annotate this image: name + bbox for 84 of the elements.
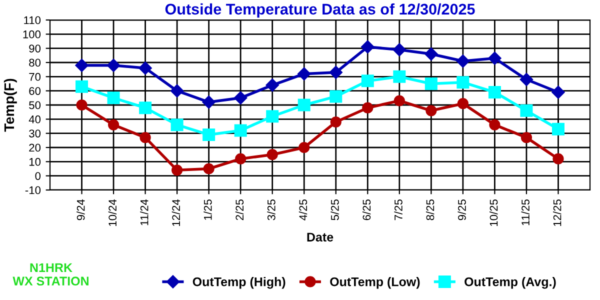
point	[138, 62, 152, 75]
point	[488, 52, 502, 65]
y-tick-label: 30	[29, 130, 41, 138]
point	[76, 99, 88, 111]
legend-label: OutTemp (Avg.)	[464, 277, 556, 289]
point	[456, 76, 470, 89]
y-tick-label: -10	[25, 186, 41, 194]
point	[361, 40, 374, 54]
point	[552, 122, 564, 136]
point	[489, 119, 500, 130]
point	[298, 142, 310, 154]
x-tick-label: 10/25	[490, 199, 498, 226]
point	[108, 119, 120, 130]
y-tick-label: 60	[29, 87, 41, 95]
y-tick-label: 80	[29, 58, 41, 67]
point	[202, 128, 216, 141]
point	[456, 54, 470, 68]
point	[457, 98, 468, 110]
point	[552, 86, 565, 99]
chart-title: Outside Temperature Data as of 12/30/2025	[165, 3, 475, 18]
y-tick-label: 40	[28, 115, 41, 124]
point	[75, 58, 88, 72]
x-tick-label: 9/25	[458, 199, 466, 220]
legend-label: OutTemp (Low)	[330, 277, 420, 289]
point	[139, 102, 152, 114]
point	[520, 72, 534, 86]
point	[552, 153, 564, 164]
y-tick-label: 70	[29, 72, 41, 81]
legend-label: OutTemp (High)	[192, 277, 286, 289]
y-tick-label: 110	[24, 16, 41, 24]
point	[362, 102, 374, 114]
point	[107, 92, 120, 104]
x-tick-label: 12/25	[553, 199, 562, 226]
point	[266, 78, 279, 92]
point	[234, 91, 248, 105]
x-tick-label: 6/25	[362, 199, 371, 220]
x-axis-title: Date	[307, 232, 334, 242]
x-tick-label: 10/24	[108, 199, 117, 226]
point	[520, 104, 533, 117]
x-tick-label: 9/24	[76, 199, 85, 220]
point	[170, 118, 184, 132]
point	[392, 43, 406, 56]
x-tick-label: 2/25	[235, 199, 244, 220]
point	[76, 80, 88, 93]
y-tick-label: 50	[29, 101, 41, 110]
point	[520, 132, 532, 144]
point	[202, 96, 216, 109]
point	[140, 132, 151, 144]
point	[330, 116, 342, 128]
y-tick-label: 0	[35, 172, 41, 180]
point	[298, 98, 310, 112]
x-tick-label: 12/24	[172, 199, 180, 226]
y-tick-label: 20	[29, 144, 41, 152]
point	[170, 84, 184, 98]
point	[426, 105, 437, 116]
point	[172, 164, 183, 176]
point	[266, 110, 279, 123]
x-tick-label: 7/25	[394, 199, 402, 220]
point	[393, 70, 406, 83]
point	[329, 66, 342, 80]
point	[330, 90, 342, 103]
text: N1HRK WX STATION	[12, 263, 88, 286]
point	[424, 78, 438, 90]
point	[361, 74, 374, 88]
y-tick-label: 10	[29, 158, 41, 166]
x-tick-label: 1/25	[204, 199, 212, 220]
x-tick-label: 4/25	[298, 199, 308, 220]
x-tick-label: 8/25	[426, 199, 434, 220]
point	[235, 153, 246, 164]
point	[298, 67, 311, 80]
point	[394, 95, 405, 106]
x-tick-label: 3/25	[267, 199, 276, 220]
point	[488, 86, 501, 98]
point	[203, 163, 214, 174]
point	[266, 149, 278, 160]
point	[106, 58, 120, 72]
y-tick-label: 100	[23, 30, 41, 38]
x-tick-label: 5/25	[330, 199, 339, 220]
point	[234, 124, 247, 137]
point	[424, 47, 438, 61]
y-axis-title: Temp(F)	[4, 78, 17, 132]
x-tick-label: 11/24	[140, 199, 148, 226]
y-tick-label: 90	[29, 44, 41, 52]
x-tick-label: 11/25	[521, 199, 530, 226]
